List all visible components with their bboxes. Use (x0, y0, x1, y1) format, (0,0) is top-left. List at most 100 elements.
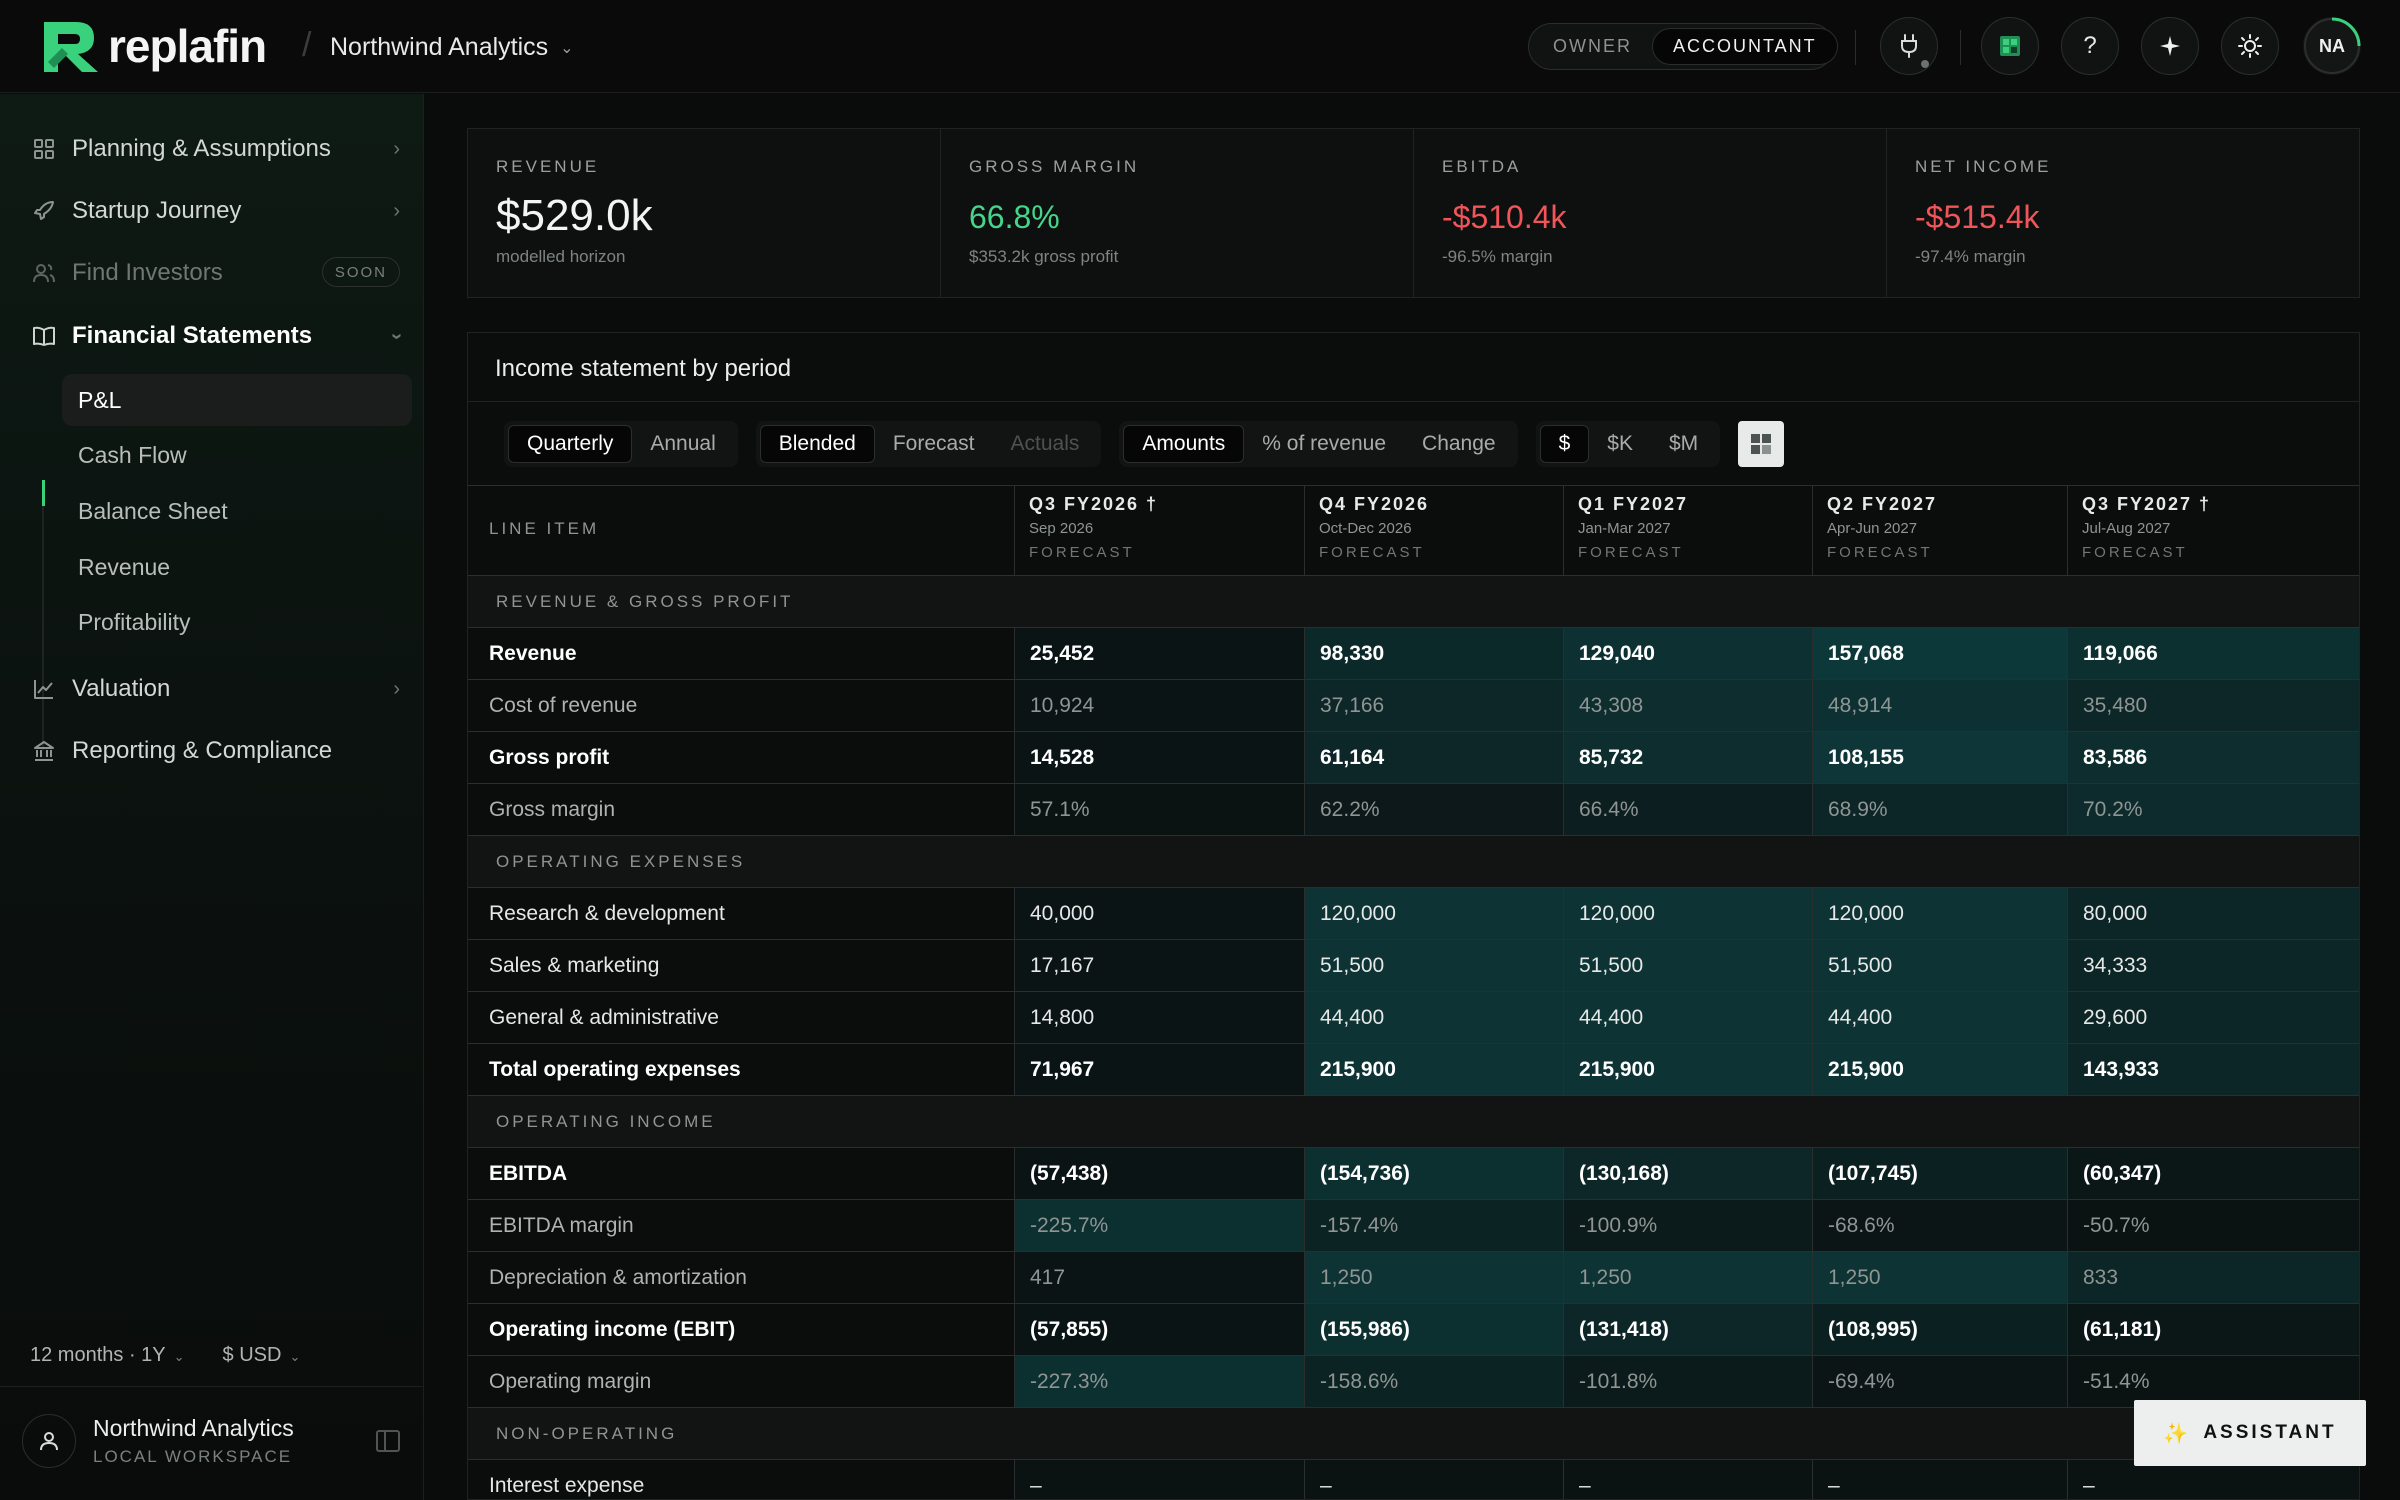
table-cell[interactable]: (108,995) (1813, 1304, 2068, 1355)
table-cell[interactable]: -51.4% (2068, 1356, 2359, 1407)
table-cell[interactable]: 44,400 (1813, 992, 2068, 1043)
sidebar-item-startup-journey[interactable]: Startup Journey › (30, 191, 400, 231)
role-owner-button[interactable]: OWNER (1553, 36, 1632, 56)
sidebar-item-reporting[interactable]: Reporting & Compliance (30, 731, 400, 771)
plug-icon[interactable] (1880, 17, 1938, 75)
table-cell[interactable]: 157,068 (1813, 628, 2068, 679)
table-cell[interactable]: (154,736) (1305, 1148, 1564, 1199)
table-row[interactable]: Research & development 40,000 120,000 120,0… (468, 888, 2359, 940)
toggle-quarterly[interactable]: Quarterly (508, 425, 633, 463)
table-row[interactable]: Gross margin 57.1% 62.2% 66.4% 68.9% 70.2% (468, 784, 2359, 836)
table-cell[interactable]: 35,480 (2068, 680, 2359, 731)
table-cell[interactable]: 215,900 (1813, 1044, 2068, 1095)
table-row[interactable]: Operating income (EBIT) (57,855) (155,986)… (468, 1304, 2359, 1356)
toggle-percent-of-revenue[interactable]: % of revenue (1262, 432, 1387, 455)
help-icon[interactable]: ? (2061, 17, 2119, 75)
toggle-actuals[interactable]: Actuals (1010, 432, 1080, 455)
column-header-period[interactable]: Q3 FY2027 † Jul-Aug 2027 FORECAST (2068, 486, 2359, 575)
table-row[interactable]: Total operating expenses 71,967 215,900 215… (468, 1044, 2359, 1096)
table-row[interactable]: Sales & marketing 17,167 51,500 51,500 51,50… (468, 940, 2359, 992)
table-cell[interactable]: -158.6% (1305, 1356, 1564, 1407)
table-row[interactable]: Gross profit 14,528 61,164 85,732 108,155 83,… (468, 732, 2359, 784)
table-cell[interactable]: 83,586 (2068, 732, 2359, 783)
table-cell[interactable]: 43,308 (1564, 680, 1813, 731)
table-cell[interactable]: 51,500 (1564, 940, 1813, 991)
table-cell[interactable]: (131,418) (1564, 1304, 1813, 1355)
table-cell[interactable]: -225.7% (1015, 1200, 1305, 1251)
sidebar-subitem-cash-flow[interactable]: Cash Flow (78, 441, 187, 468)
table-cell[interactable]: -227.3% (1015, 1356, 1305, 1407)
table-cell[interactable]: (130,168) (1564, 1148, 1813, 1199)
table-cell[interactable]: 62.2% (1305, 784, 1564, 835)
table-row[interactable]: Cost of revenue 10,924 37,166 43,308 48,914 3… (468, 680, 2359, 732)
sparkle-icon[interactable] (2141, 17, 2199, 75)
table-cell[interactable]: (155,986) (1305, 1304, 1564, 1355)
table-cell[interactable]: 129,040 (1564, 628, 1813, 679)
table-cell[interactable]: 66.4% (1564, 784, 1813, 835)
table-cell[interactable]: 215,900 (1564, 1044, 1813, 1095)
table-cell[interactable]: 71,967 (1015, 1044, 1305, 1095)
table-cell[interactable]: -69.4% (1813, 1356, 2068, 1407)
sidebar-subitem-revenue[interactable]: Revenue (78, 553, 171, 580)
table-row[interactable]: Interest expense – – – – – (468, 1460, 2359, 1499)
column-header-period[interactable]: Q2 FY2027 Apr-Jun 2027 FORECAST (1813, 486, 2068, 575)
table-cell[interactable]: 29,600 (2068, 992, 2359, 1043)
sun-icon[interactable] (2221, 17, 2279, 75)
sidebar-item-find-investors[interactable]: Find Investors SOON (30, 253, 400, 293)
column-header-period[interactable]: Q3 FY2026 † Sep 2026 FORECAST (1015, 486, 1305, 575)
toggle-annual[interactable]: Annual (650, 432, 716, 455)
table-cell[interactable]: -50.7% (2068, 1200, 2359, 1251)
table-cell[interactable]: 98,330 (1305, 628, 1564, 679)
table-cell[interactable]: 40,000 (1015, 888, 1305, 939)
table-cell[interactable]: 51,500 (1305, 940, 1564, 991)
sidebar-item-financial-statements[interactable]: Financial Statements › (30, 316, 408, 356)
table-cell[interactable]: 44,400 (1564, 992, 1813, 1043)
table-cell[interactable]: 10,924 (1015, 680, 1305, 731)
sheet-icon[interactable] (1981, 17, 2039, 75)
table-row[interactable]: EBITDA (57,438) (154,736) (130,168) (107,745… (468, 1148, 2359, 1200)
table-cell[interactable]: 120,000 (1564, 888, 1813, 939)
horizon-select[interactable]: 12 months · 1Y ⌄ (30, 1344, 185, 1367)
table-cell[interactable]: 143,933 (2068, 1044, 2359, 1095)
table-cell[interactable]: 14,528 (1015, 732, 1305, 783)
table-cell[interactable]: -68.6% (1813, 1200, 2068, 1251)
table-cell[interactable]: (57,438) (1015, 1148, 1305, 1199)
table-cell[interactable]: -100.9% (1564, 1200, 1813, 1251)
toggle-amounts[interactable]: Amounts (1123, 425, 1245, 463)
sidebar-subitem-profitability[interactable]: Profitability (78, 608, 191, 635)
toggle-forecast[interactable]: Forecast (892, 432, 975, 455)
table-cell[interactable]: – (1564, 1460, 1813, 1499)
table-cell[interactable]: -157.4% (1305, 1200, 1564, 1251)
table-cell[interactable]: -101.8% (1564, 1356, 1813, 1407)
role-accountant-button[interactable]: ACCOUNTANT (1652, 28, 1838, 65)
table-cell[interactable]: 37,166 (1305, 680, 1564, 731)
table-cell[interactable]: 119,066 (2068, 628, 2359, 679)
org-switcher[interactable]: Northwind Analytics ⌄ (330, 33, 574, 62)
currency-select[interactable]: $ USD ⌄ (223, 1344, 301, 1367)
table-cell[interactable]: 120,000 (1305, 888, 1564, 939)
sidebar-item-valuation[interactable]: Valuation › (30, 669, 400, 709)
brand-logo[interactable]: replafin (42, 18, 267, 74)
table-cell[interactable]: (60,347) (2068, 1148, 2359, 1199)
user-avatar[interactable]: NA (2303, 17, 2361, 75)
table-row[interactable]: Depreciation & amortization 417 1,250 1,250… (468, 1252, 2359, 1304)
table-cell[interactable]: 51,500 (1813, 940, 2068, 991)
column-header-period[interactable]: Q1 FY2027 Jan-Mar 2027 FORECAST (1564, 486, 1813, 575)
table-row[interactable]: EBITDA margin -225.7% -157.4% -100.9% -68.6%… (468, 1200, 2359, 1252)
table-cell[interactable]: 417 (1015, 1252, 1305, 1303)
toggle-blended[interactable]: Blended (759, 425, 875, 463)
toggle-dollars[interactable]: $ (1539, 425, 1590, 463)
table-cell[interactable]: 14,800 (1015, 992, 1305, 1043)
table-cell[interactable]: (107,745) (1813, 1148, 2068, 1199)
table-row[interactable]: Operating margin -227.3% -158.6% -101.8% -69… (468, 1356, 2359, 1408)
heatmap-toggle-icon[interactable] (1738, 421, 1785, 467)
table-cell[interactable]: 833 (2068, 1252, 2359, 1303)
table-cell[interactable]: 70.2% (2068, 784, 2359, 835)
table-cell[interactable]: 68.9% (1813, 784, 2068, 835)
table-cell[interactable]: 17,167 (1015, 940, 1305, 991)
sidebar-item-planning[interactable]: Planning & Assumptions › (30, 129, 400, 169)
table-cell[interactable]: – (2068, 1460, 2359, 1499)
toggle-millions[interactable]: $M (1668, 432, 1699, 455)
table-cell[interactable]: 80,000 (2068, 888, 2359, 939)
table-cell[interactable]: 1,250 (1305, 1252, 1564, 1303)
